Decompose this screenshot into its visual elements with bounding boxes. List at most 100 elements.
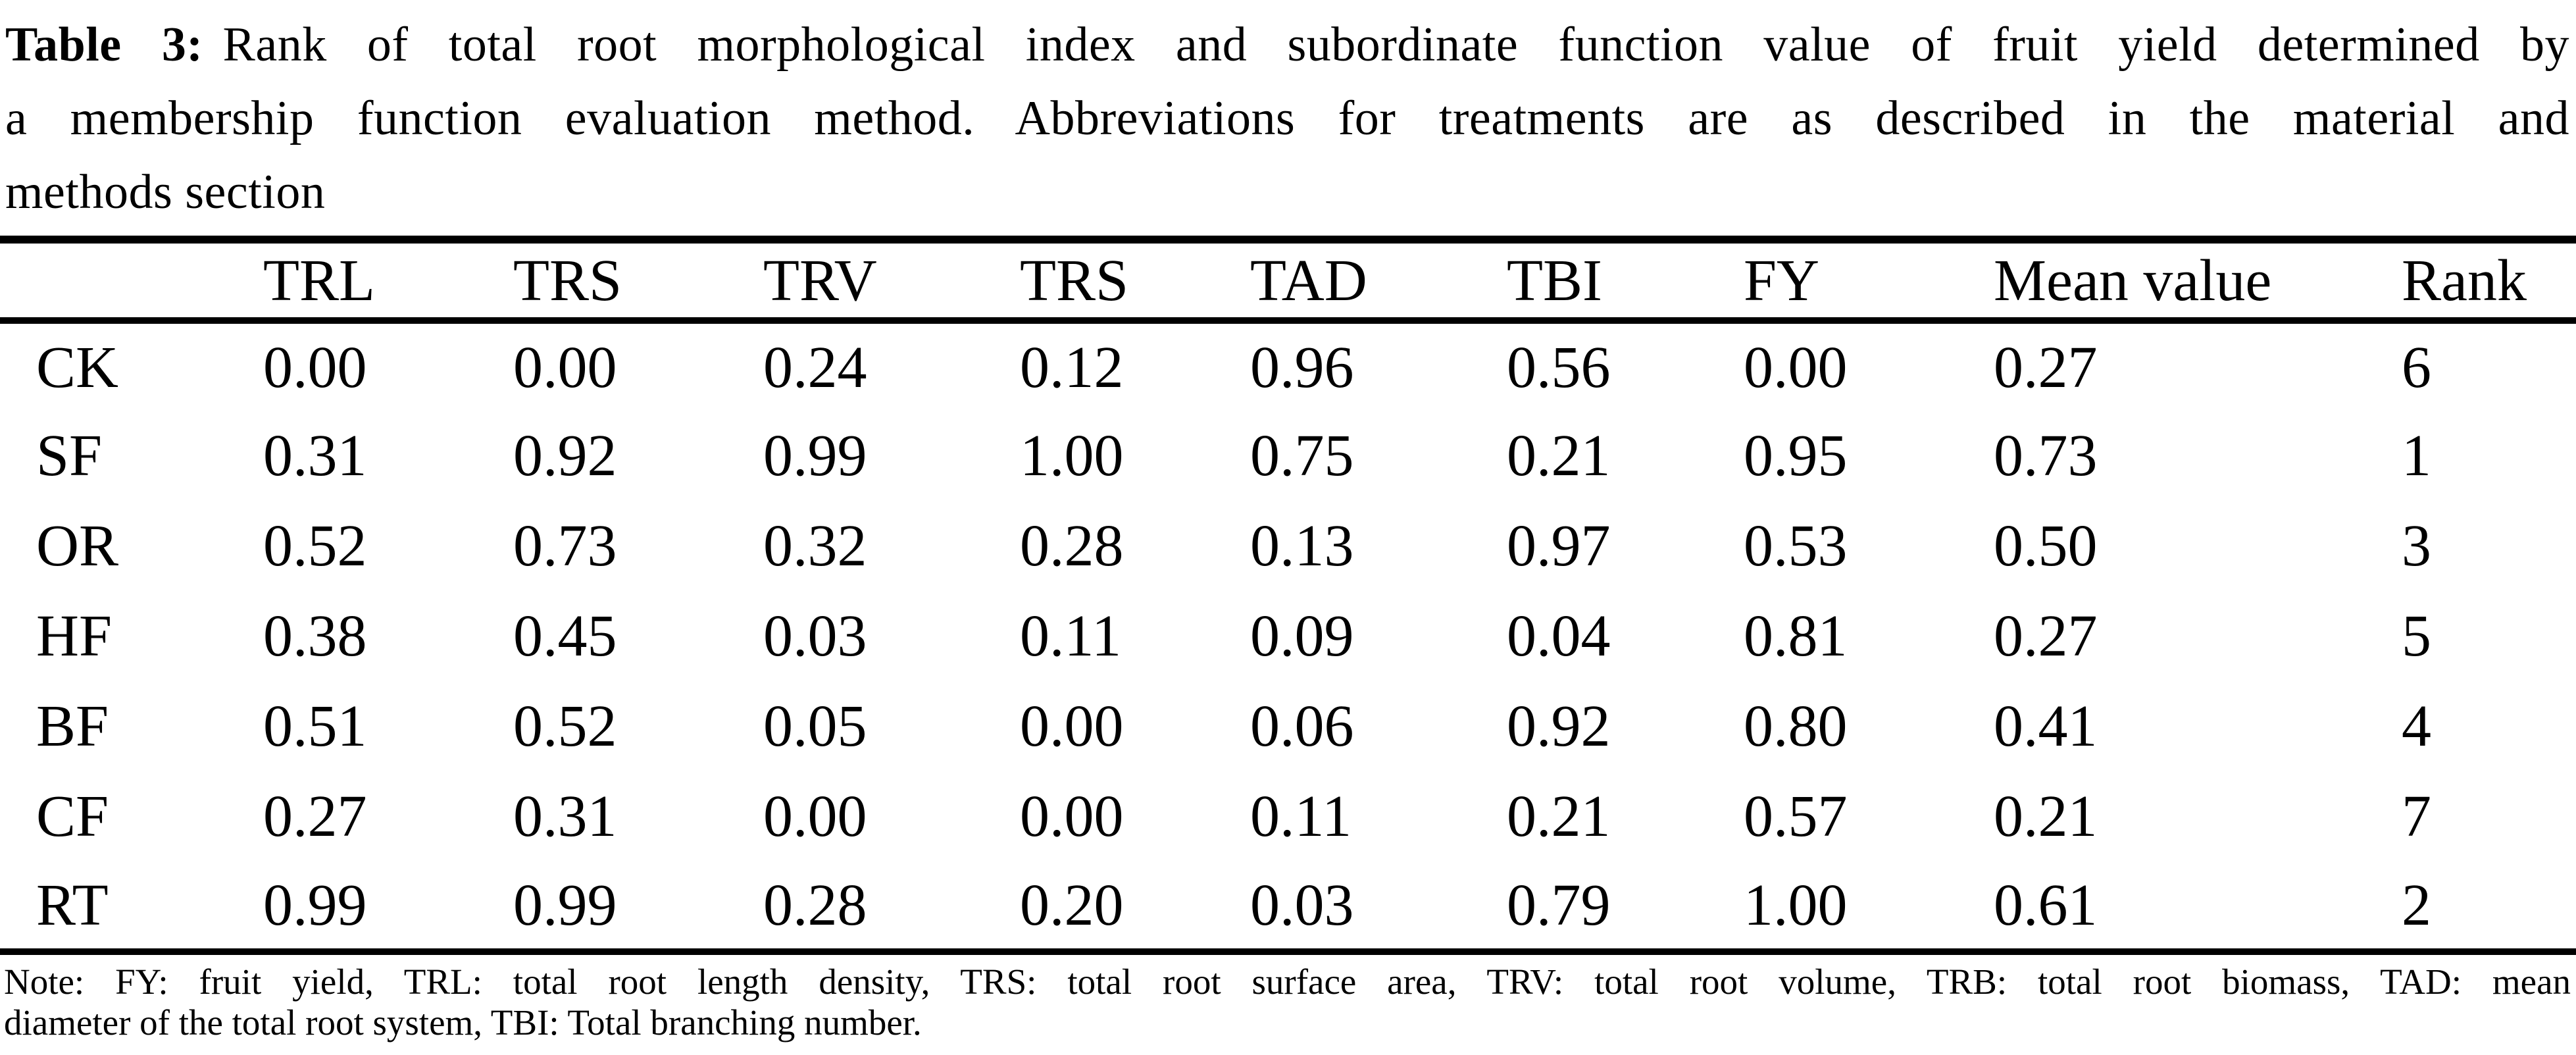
cell-value: 0.31 — [513, 784, 617, 849]
row-label: RT — [36, 872, 109, 938]
cell-value: 0.45 — [513, 604, 617, 669]
column-header-trl: TRL — [263, 247, 375, 313]
table-body: CK 0.00 0.00 0.24 0.12 0.96 0.56 0.00 0.… — [0, 321, 2576, 952]
cell-value: 3 — [2402, 513, 2431, 579]
row-label: BF — [36, 694, 109, 759]
column-header-treatment — [0, 240, 263, 321]
cell-value: 0.28 — [763, 872, 867, 938]
cell-value: 0.38 — [263, 604, 367, 669]
cell-value: 0.32 — [763, 513, 867, 579]
row-label: OR — [36, 513, 119, 579]
table-row-hf: HF 0.38 0.45 0.03 0.11 0.09 0.04 0.81 0.… — [0, 591, 2576, 681]
cell-value: 0.06 — [1250, 694, 1354, 759]
table-row-cf: CF 0.27 0.31 0.00 0.00 0.11 0.21 0.57 0.… — [0, 771, 2576, 862]
cell-value: 0.12 — [1020, 334, 1124, 400]
row-label: HF — [36, 604, 113, 669]
cell-value: 0.57 — [1744, 784, 1848, 849]
footnote-line-2: diameter of the total root system, TBI: … — [4, 1002, 922, 1042]
column-header-mean-value: Mean value — [1994, 247, 2272, 313]
row-label: CK — [36, 334, 119, 400]
cell-value: 5 — [2402, 604, 2431, 669]
header-row: TRL TRS TRV TRS TAD TBI FY Mean value Ra… — [0, 240, 2576, 321]
cell-value: 0.11 — [1020, 604, 1122, 669]
table-row-or: OR 0.52 0.73 0.32 0.28 0.13 0.97 0.53 0.… — [0, 501, 2576, 591]
column-header-tbi: TBI — [1507, 247, 1602, 313]
footnote-line-1: Note: FY: fruit yield, TRL: total root l… — [4, 962, 2571, 1002]
cell-value: 0.24 — [763, 334, 867, 400]
cell-value: 0.00 — [513, 334, 617, 400]
column-header-trs2: TRS — [1020, 247, 1129, 313]
cell-value: 0.73 — [1994, 423, 2098, 488]
cell-value: 1.00 — [1744, 872, 1848, 938]
table-footnote: Note: FY: fruit yield, TRL: total root l… — [0, 955, 2576, 1043]
cell-value: 0.81 — [1744, 604, 1848, 669]
cell-value: 0.03 — [1250, 872, 1354, 938]
cell-value: 0.31 — [263, 423, 367, 488]
cell-value: 0.03 — [763, 604, 867, 669]
cell-value: 0.21 — [1507, 784, 1611, 849]
table-caption: Table 3: Rank of total root morphological… — [0, 0, 2576, 229]
cell-value: 1 — [2402, 423, 2431, 488]
cell-value: 0.28 — [1020, 513, 1124, 579]
cell-value: 0.75 — [1250, 423, 1354, 488]
cell-value: 0.79 — [1507, 872, 1611, 938]
cell-value: 0.92 — [513, 423, 617, 488]
cell-value: 4 — [2402, 694, 2431, 759]
column-header-trv: TRV — [763, 247, 877, 313]
cell-value: 1.00 — [1020, 423, 1124, 488]
cell-value: 0.05 — [763, 694, 867, 759]
cell-value: 0.41 — [1994, 694, 2098, 759]
column-header-rank: Rank — [2402, 247, 2527, 313]
cell-value: 0.61 — [1994, 872, 2098, 938]
cell-value: 0.20 — [1020, 872, 1124, 938]
caption-line-1: Table 3: Rank of total root morphological… — [5, 8, 2569, 82]
cell-value: 7 — [2402, 784, 2431, 849]
caption-line-2: a membership function evaluation method.… — [5, 91, 2569, 145]
cell-value: 2 — [2402, 872, 2431, 938]
cell-value: 0.00 — [263, 334, 367, 400]
table-row-sf: SF 0.31 0.92 0.99 1.00 0.75 0.21 0.95 0.… — [0, 411, 2576, 501]
cell-value: 0.56 — [1507, 334, 1611, 400]
cell-value: 0.51 — [263, 694, 367, 759]
cell-value: 0.99 — [263, 872, 367, 938]
cell-value: 0.99 — [763, 423, 867, 488]
column-header-tad: TAD — [1250, 247, 1367, 313]
cell-value: 0.00 — [763, 784, 867, 849]
cell-value: 0.27 — [1994, 604, 2098, 669]
cell-value: 0.97 — [1507, 513, 1611, 579]
table-number-label: Table 3: — [5, 18, 203, 72]
cell-value: 0.52 — [513, 694, 617, 759]
cell-value: 0.11 — [1250, 784, 1352, 849]
cell-value: 0.27 — [263, 784, 367, 849]
row-label: SF — [36, 423, 103, 488]
cell-value: 0.04 — [1507, 604, 1611, 669]
cell-value: 0.53 — [1744, 513, 1848, 579]
cell-value: 0.00 — [1744, 334, 1848, 400]
cell-value: 6 — [2402, 334, 2431, 400]
cell-value: 0.13 — [1250, 513, 1354, 579]
table-header: TRL TRS TRV TRS TAD TBI FY Mean value Ra… — [0, 240, 2576, 321]
table-row-ck: CK 0.00 0.00 0.24 0.12 0.96 0.56 0.00 0.… — [0, 321, 2576, 411]
results-table: TRL TRS TRV TRS TAD TBI FY Mean value Ra… — [0, 236, 2576, 955]
cell-value: 0.52 — [263, 513, 367, 579]
cell-value: 0.00 — [1020, 784, 1124, 849]
cell-value: 0.80 — [1744, 694, 1848, 759]
cell-value: 0.50 — [1994, 513, 2098, 579]
column-header-trs: TRS — [513, 247, 622, 313]
cell-value: 0.09 — [1250, 604, 1354, 669]
cell-value: 0.99 — [513, 872, 617, 938]
cell-value: 0.73 — [513, 513, 617, 579]
table-row-bf: BF 0.51 0.52 0.05 0.00 0.06 0.92 0.80 0.… — [0, 681, 2576, 771]
caption-text-1: Rank of total root morphological index a… — [222, 18, 2569, 72]
column-header-fy: FY — [1744, 247, 1820, 313]
cell-value: 0.27 — [1994, 334, 2098, 400]
cell-value: 0.92 — [1507, 694, 1611, 759]
cell-value: 0.21 — [1507, 423, 1611, 488]
table-row-rt: RT 0.99 0.99 0.28 0.20 0.03 0.79 1.00 0.… — [0, 862, 2576, 952]
cell-value: 0.95 — [1744, 423, 1848, 488]
caption-line-3: methods section — [5, 165, 326, 219]
cell-value: 0.21 — [1994, 784, 2098, 849]
row-label: CF — [36, 784, 109, 849]
cell-value: 0.96 — [1250, 334, 1354, 400]
